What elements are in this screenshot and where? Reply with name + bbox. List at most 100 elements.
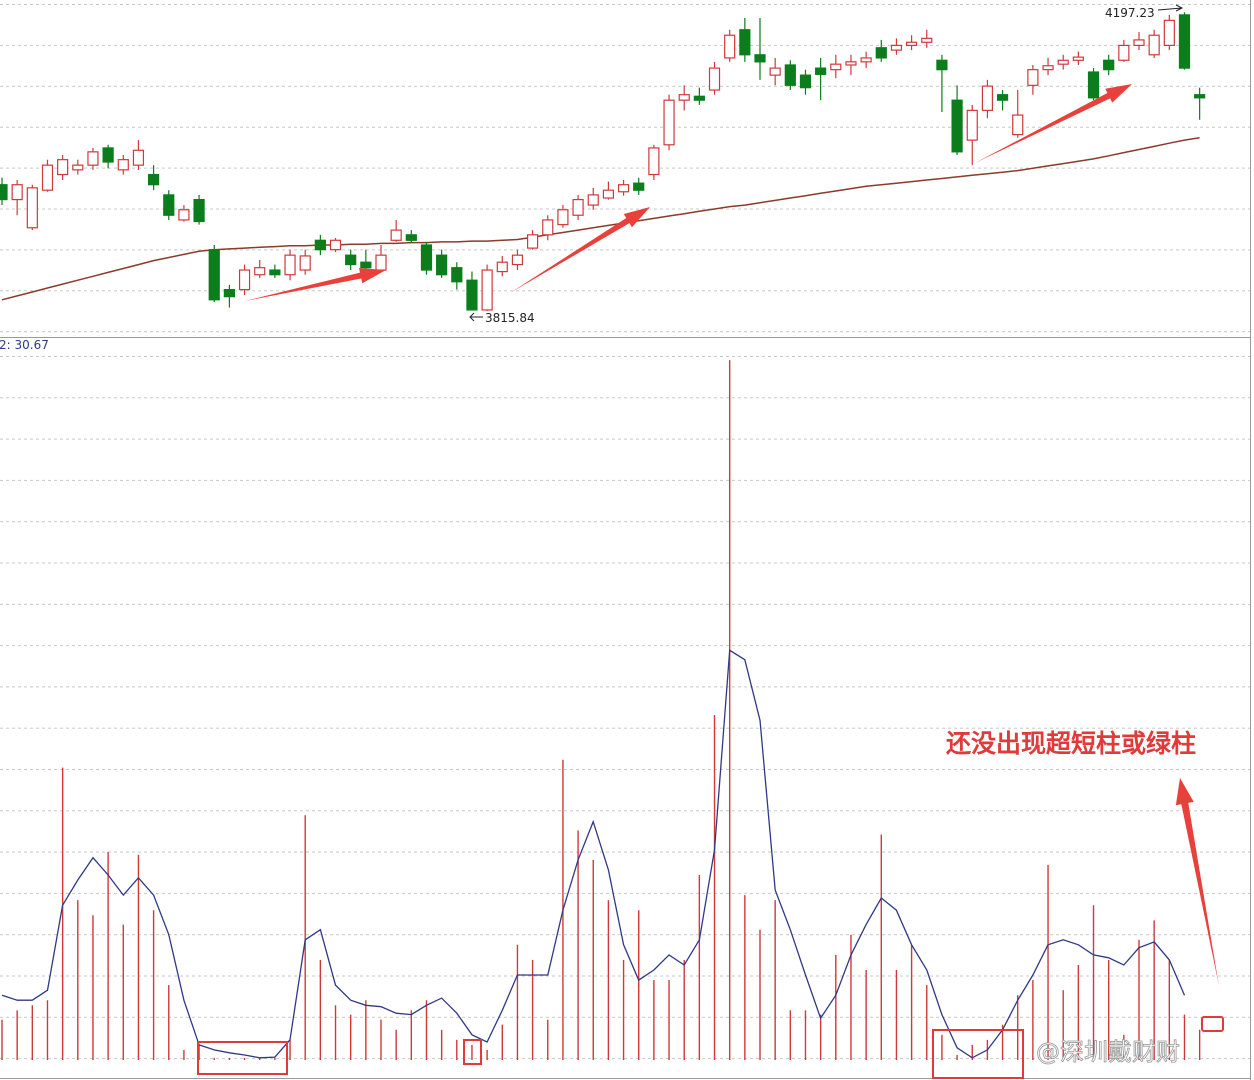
candle-body <box>193 198 205 223</box>
candle-body <box>1148 34 1160 56</box>
candle-body <box>1042 65 1054 71</box>
candle-body <box>481 269 493 311</box>
candle-body <box>602 189 615 199</box>
candle-body <box>72 164 84 171</box>
candle-body <box>966 109 978 141</box>
candle-body <box>1027 69 1039 86</box>
candle-body <box>830 63 842 71</box>
candle-body <box>936 59 948 71</box>
candle-body <box>451 267 463 283</box>
max-label: 4197.23 <box>1105 6 1155 20</box>
candle-body <box>724 34 736 59</box>
candle-body <box>1057 59 1069 65</box>
candle-body <box>739 29 751 56</box>
candle-body <box>436 254 448 276</box>
candle-body <box>284 254 296 276</box>
candle-body <box>633 182 645 191</box>
candle-body <box>87 151 99 166</box>
watermark: @深圳戴财财 <box>1036 1038 1180 1066</box>
arrow <box>975 84 1132 163</box>
candle-body <box>1012 114 1024 136</box>
candle-body <box>557 209 569 226</box>
grid-background <box>0 0 1250 336</box>
grid-background <box>0 356 1250 1061</box>
min-pointer <box>469 312 483 322</box>
candle-body <box>132 149 145 166</box>
candle-body <box>693 95 705 101</box>
candle-body <box>345 254 357 266</box>
candle-body <box>1178 14 1191 69</box>
annotations: 4197.23 3815.84 2: 30.67 还没出现超短柱或绿柱 @深圳戴… <box>0 4 1224 1079</box>
arrow <box>510 207 650 293</box>
candle-body <box>981 85 994 111</box>
candle-body <box>678 94 690 101</box>
candle-body <box>648 147 660 176</box>
candle-body <box>360 261 372 269</box>
candle-body <box>1194 94 1206 99</box>
candle-body <box>178 209 190 221</box>
candle-body <box>905 41 918 46</box>
candle-body <box>375 254 387 271</box>
candle-body <box>329 239 342 251</box>
candle-body <box>269 269 281 276</box>
arrow <box>1175 778 1219 986</box>
indicator-label: 2: 30.67 <box>0 338 49 352</box>
candle-body <box>875 47 887 59</box>
candle-body <box>163 194 175 216</box>
candle-body <box>845 61 857 66</box>
candle-body <box>57 159 69 176</box>
price-panel <box>0 12 1206 311</box>
candle-body <box>1133 39 1145 46</box>
candle-body <box>1163 19 1175 46</box>
candle-body <box>11 184 23 201</box>
highlight-box <box>932 1029 1024 1079</box>
candle-body <box>526 234 539 249</box>
candle-body <box>1072 56 1084 61</box>
candle-body <box>784 64 796 86</box>
candle-body <box>420 244 433 271</box>
candle-body <box>542 219 554 236</box>
highlight-box <box>197 1041 288 1075</box>
candle-body <box>208 249 220 301</box>
max-pointer <box>1157 4 1184 12</box>
candle-body <box>390 229 402 241</box>
candle-body <box>41 164 54 191</box>
candle-body <box>708 67 721 91</box>
candle-body <box>996 94 1009 101</box>
indicator-panel <box>1 360 1201 1060</box>
highlight-box <box>1201 1016 1224 1032</box>
annotation: 还没出现超短柱或绿柱 <box>946 729 1196 758</box>
candle-body <box>238 269 251 291</box>
candle-body <box>102 147 114 163</box>
candle-body <box>26 187 38 229</box>
min-label: 3815.84 <box>485 311 535 325</box>
candle-body <box>617 184 630 193</box>
candle-body <box>769 67 781 76</box>
candle-body <box>117 159 129 171</box>
candle-body <box>0 184 8 201</box>
candle-body <box>1118 44 1130 61</box>
candle-body <box>314 239 326 251</box>
candle-body <box>148 173 160 186</box>
candle-body <box>1087 71 1100 99</box>
candle-body <box>921 37 933 43</box>
candle-body <box>799 74 812 89</box>
candle-body <box>405 234 417 241</box>
candle-body <box>572 198 584 216</box>
arrow <box>245 267 386 301</box>
candle-body <box>587 194 599 206</box>
candle-body <box>511 254 524 266</box>
highlight-box <box>463 1039 482 1065</box>
candle-body <box>663 99 675 146</box>
candle-body <box>299 255 311 271</box>
candle-body <box>754 54 766 63</box>
candle-body <box>951 99 963 153</box>
candle-body <box>496 261 508 273</box>
candle-body <box>890 44 903 51</box>
indicator-line <box>1 649 1186 1059</box>
moving-average-line <box>1 137 1200 301</box>
candle-body <box>466 279 478 311</box>
candle-body <box>815 67 827 75</box>
